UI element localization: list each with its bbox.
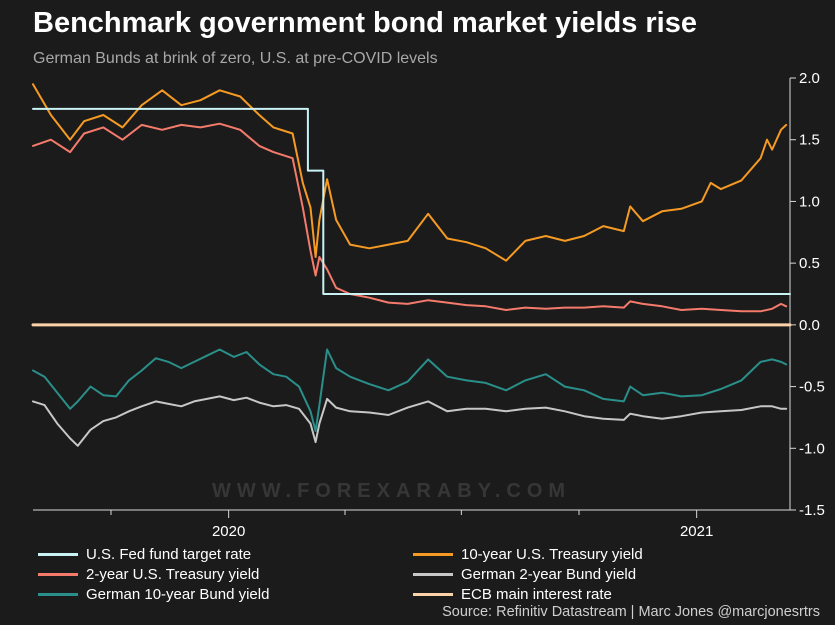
series-line-us-10y bbox=[32, 83, 788, 262]
y-tick-label: 2.0 bbox=[799, 70, 820, 87]
legend: U.S. Fed fund target rate 2-year U.S. Tr… bbox=[38, 544, 828, 604]
x-tick-label: 2021 bbox=[680, 523, 713, 540]
legend-label-us-10y: 10-year U.S. Treasury yield bbox=[461, 545, 643, 563]
legend-swatch-ecb bbox=[413, 592, 453, 596]
legend-swatch-us-10y bbox=[413, 552, 453, 556]
legend-swatch-fed-rate bbox=[38, 552, 78, 556]
source-credit: Source: Refinitiv Datastream | Marc Jone… bbox=[442, 604, 820, 620]
legend-item-fed-rate: U.S. Fed fund target rate bbox=[38, 544, 251, 564]
legend-swatch-de-10y bbox=[38, 592, 78, 596]
legend-label-us-2y: 2-year U.S. Treasury yield bbox=[86, 565, 260, 583]
x-tick-label: 2020 bbox=[212, 523, 245, 540]
y-tick-label: -1.5 bbox=[799, 502, 825, 519]
chart-subtitle: German Bunds at brink of zero, U.S. at p… bbox=[33, 50, 438, 67]
legend-label-fed-rate: U.S. Fed fund target rate bbox=[86, 545, 252, 563]
legend-label-de-10y: German 10-year Bund yield bbox=[86, 585, 270, 603]
y-tick-label: 0.5 bbox=[799, 255, 820, 272]
y-tick-label: 1.5 bbox=[799, 132, 820, 149]
y-tick-label: -1.0 bbox=[799, 440, 825, 457]
legend-item-us-10y: 10-year U.S. Treasury yield bbox=[413, 544, 643, 564]
legend-label-de-2y: German 2-year Bund yield bbox=[461, 565, 637, 583]
watermark-text: WWW.FOREXARABY.COM bbox=[212, 480, 572, 502]
legend-item-us-2y: 2-year U.S. Treasury yield bbox=[38, 564, 259, 584]
legend-item-de-10y: German 10-year Bund yield bbox=[38, 584, 269, 604]
legend-item-ecb: ECB main interest rate bbox=[413, 584, 612, 604]
legend-item-de-2y: German 2-year Bund yield bbox=[413, 564, 636, 584]
series-line-fed-rate bbox=[32, 107, 791, 295]
y-tick-label: 1.0 bbox=[799, 193, 820, 210]
y-tick-label: -0.5 bbox=[799, 379, 825, 396]
series-line-us-2y bbox=[32, 122, 788, 313]
chart-title: Benchmark government bond market yields … bbox=[33, 7, 697, 39]
y-tick-label: 0.0 bbox=[799, 317, 820, 334]
legend-label-ecb: ECB main interest rate bbox=[461, 585, 612, 603]
legend-swatch-us-2y bbox=[38, 572, 78, 576]
series-line-de-2y bbox=[32, 395, 788, 447]
series-line-de-10y bbox=[32, 348, 788, 432]
legend-swatch-de-2y bbox=[413, 572, 453, 576]
